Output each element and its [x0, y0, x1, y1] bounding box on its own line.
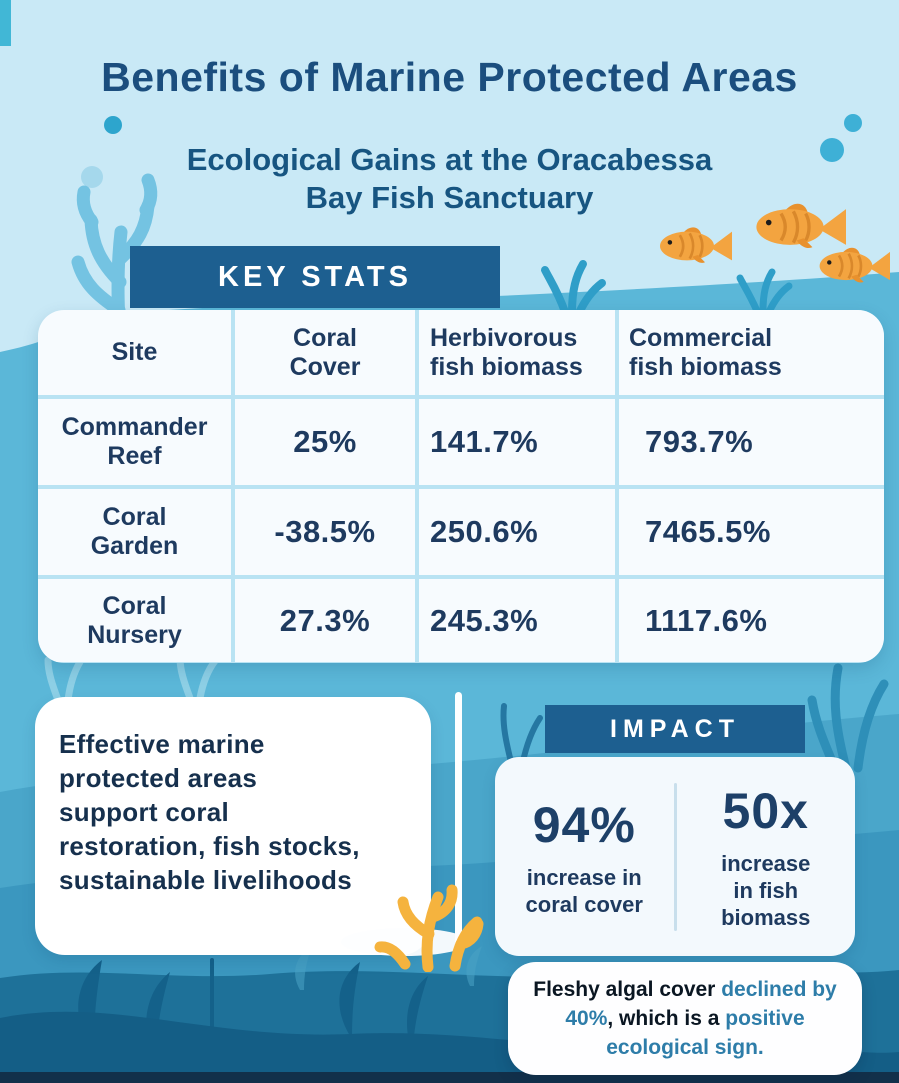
impact-header: IMPACT: [545, 705, 805, 753]
table-header-site: Site: [38, 310, 231, 395]
yellow-coral-icon: [341, 884, 484, 972]
coral-branches: [374, 884, 484, 972]
table-cell: 27.3%: [235, 579, 415, 662]
section-divider: [455, 692, 462, 954]
algal-note-text: Fleshy algal cover declined by 40%, whic…: [533, 978, 837, 1059]
table-cell: 25%: [235, 399, 415, 485]
page-subtitle: Ecological Gains at the Oracabessa Bay Fi…: [186, 142, 713, 215]
impact-value: 94%: [532, 796, 636, 853]
message-card: Effective marine protected areas support c…: [35, 697, 431, 955]
table-cell: -38.5%: [235, 489, 415, 575]
table-header-coral-cover: Coral Cover: [235, 310, 415, 395]
key-stats-table: Site Coral Cover Herbivorous fish biomas…: [38, 310, 884, 663]
impact-label: increase in coral cover: [525, 864, 643, 917]
table-row-site: Coral Nursery: [38, 579, 231, 662]
page-title: Benefits of Marine Protected Areas: [101, 54, 798, 100]
algal-note-card: Fleshy algal cover declined by 40%, whic…: [508, 962, 862, 1075]
bottom-strip: [0, 1072, 899, 1083]
bubble-icon: [820, 138, 844, 162]
corner-accent: [0, 0, 11, 46]
message-text: Effective marine protected areas support c…: [59, 729, 360, 895]
impact-divider: [673, 782, 677, 931]
bubble-icon: [104, 116, 122, 134]
seaweed-icon: [541, 260, 606, 317]
table-header-commercial: Commercial fish biomass: [619, 310, 884, 395]
impact-label: increase in fish biomass: [721, 851, 811, 930]
table-cell: 1117.6%: [619, 579, 884, 662]
table-cell: 793.7%: [619, 399, 884, 485]
table-cell: 250.6%: [419, 489, 615, 575]
impact-stat-coral: 94% increase in coral cover: [495, 757, 674, 956]
impact-card: 94% increase in coral cover 50x increase i…: [495, 757, 855, 956]
impact-stat-fish: 50x increase in fish biomass: [677, 757, 856, 956]
key-stats-header: KEY STATS: [130, 246, 500, 308]
bubble-icon: [81, 166, 103, 188]
seaweed-icon: [736, 268, 793, 316]
seabed-plants-light: [295, 946, 482, 990]
table-cell: 141.7%: [419, 399, 615, 485]
bubble-icon: [844, 114, 862, 132]
table-header-herbivorous: Herbivorous fish biomass: [419, 310, 615, 395]
table-row-site: Commander Reef: [38, 399, 231, 485]
table-row-site: Coral Garden: [38, 489, 231, 575]
table-cell: 245.3%: [419, 579, 615, 662]
sand-highlight: [341, 928, 469, 956]
impact-value: 50x: [722, 783, 809, 839]
table-cell: 7465.5%: [619, 489, 884, 575]
